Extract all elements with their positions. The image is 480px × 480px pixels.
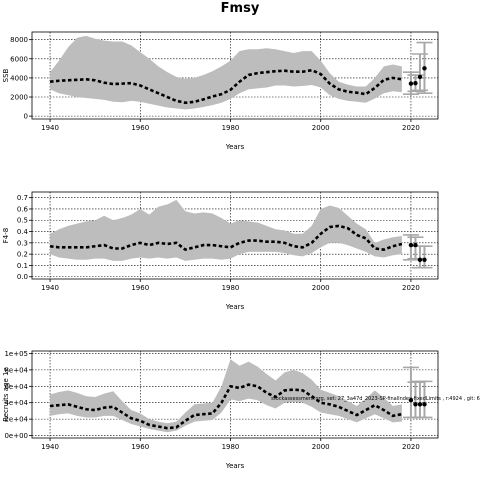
y-axis-label: Recruits age 1e (2, 367, 10, 422)
panels: 1940 1960 1980 2000 2020 0 2000 4000 6000 8000 Yea… (2, 31, 480, 470)
confidence-band (50, 199, 402, 261)
y-axis-label: SSB (2, 68, 10, 82)
y-tick-label: 0.4 (17, 228, 29, 236)
figure-title: Fmsy (221, 1, 260, 16)
x-tick-label: 2020 (402, 124, 420, 132)
estimate-line (49, 224, 403, 252)
x-tick-label: 1940 (41, 443, 59, 451)
y-tick-label: 0.1 (17, 262, 28, 270)
y-tick-label: 0.0 (17, 273, 28, 281)
data-point (417, 74, 423, 80)
y-tick-label: 4e+04 (4, 399, 28, 407)
y-tick-label: 2e+04 (4, 416, 28, 424)
y-tick-label: 6e+04 (4, 383, 28, 391)
y-tick-label: 0.6 (17, 205, 29, 213)
x-tick-label: 1940 (41, 124, 59, 132)
y-tick-label: 0e+00 (4, 432, 28, 440)
data-point (417, 402, 423, 407)
x-axis-label: Years (225, 462, 245, 470)
y-axis-label: F4-8 (2, 228, 10, 243)
x-tick-label: 2020 (402, 284, 420, 292)
y-tick-label: 0.7 (17, 194, 28, 202)
x-axis-label: Years (225, 303, 245, 311)
data-point (408, 398, 414, 403)
x-tick-label: 2000 (312, 443, 330, 451)
data-point (413, 242, 418, 248)
data-point (413, 402, 418, 407)
panel-3: 1940 1960 1980 2000 2020 0e+00 2e+04 4e+04 6e+04… (2, 350, 480, 470)
x-tick-label: 1980 (222, 284, 240, 292)
data-point (408, 242, 414, 248)
axes-frame (31, 31, 439, 120)
data-point (413, 80, 418, 86)
confidence-band (50, 35, 402, 110)
y-tick-label: 6000 (10, 55, 28, 63)
data-point (417, 257, 423, 262)
y-tick-label: 0.5 (17, 217, 28, 225)
y-tick-label: 0 (24, 113, 28, 121)
panel-1: 1940 1960 1980 2000 2020 0 2000 4000 6000 8000 Yea… (2, 31, 439, 151)
data-point (422, 402, 427, 407)
data-point (422, 66, 427, 71)
axes-frame (31, 350, 439, 439)
axes-frame (31, 191, 439, 280)
estimate-line (49, 68, 403, 105)
y-tick-label: 4000 (10, 74, 28, 82)
x-tick-label: 1980 (222, 443, 240, 451)
annotation: stockassessment.org, set: 27_3a47d_2023-… (271, 396, 480, 402)
data-point (422, 257, 427, 262)
x-axis-label: Years (225, 143, 245, 151)
y-tick-label: 1e+05 (4, 350, 28, 358)
x-tick-label: 1940 (41, 284, 59, 292)
x-tick-label: 1960 (131, 443, 149, 451)
y-tick-label: 0.2 (17, 251, 28, 259)
y-tick-label: 2000 (10, 94, 28, 102)
y-tick-label: 8000 (10, 36, 28, 44)
x-tick-label: 1960 (131, 124, 149, 132)
y-tick-label: 0.3 (17, 239, 28, 247)
y-tick-label: 8e+04 (4, 366, 28, 374)
x-tick-label: 2000 (312, 284, 330, 292)
x-tick-label: 2000 (312, 124, 330, 132)
panel-2: 1940 1960 1980 2000 2020 0.0 0.1 0.2 0.3 0.4 0.5 0.… (2, 191, 439, 311)
data-point (408, 81, 414, 86)
x-tick-label: 2020 (402, 443, 420, 451)
x-tick-label: 1960 (131, 284, 149, 292)
x-tick-label: 1980 (222, 124, 240, 132)
